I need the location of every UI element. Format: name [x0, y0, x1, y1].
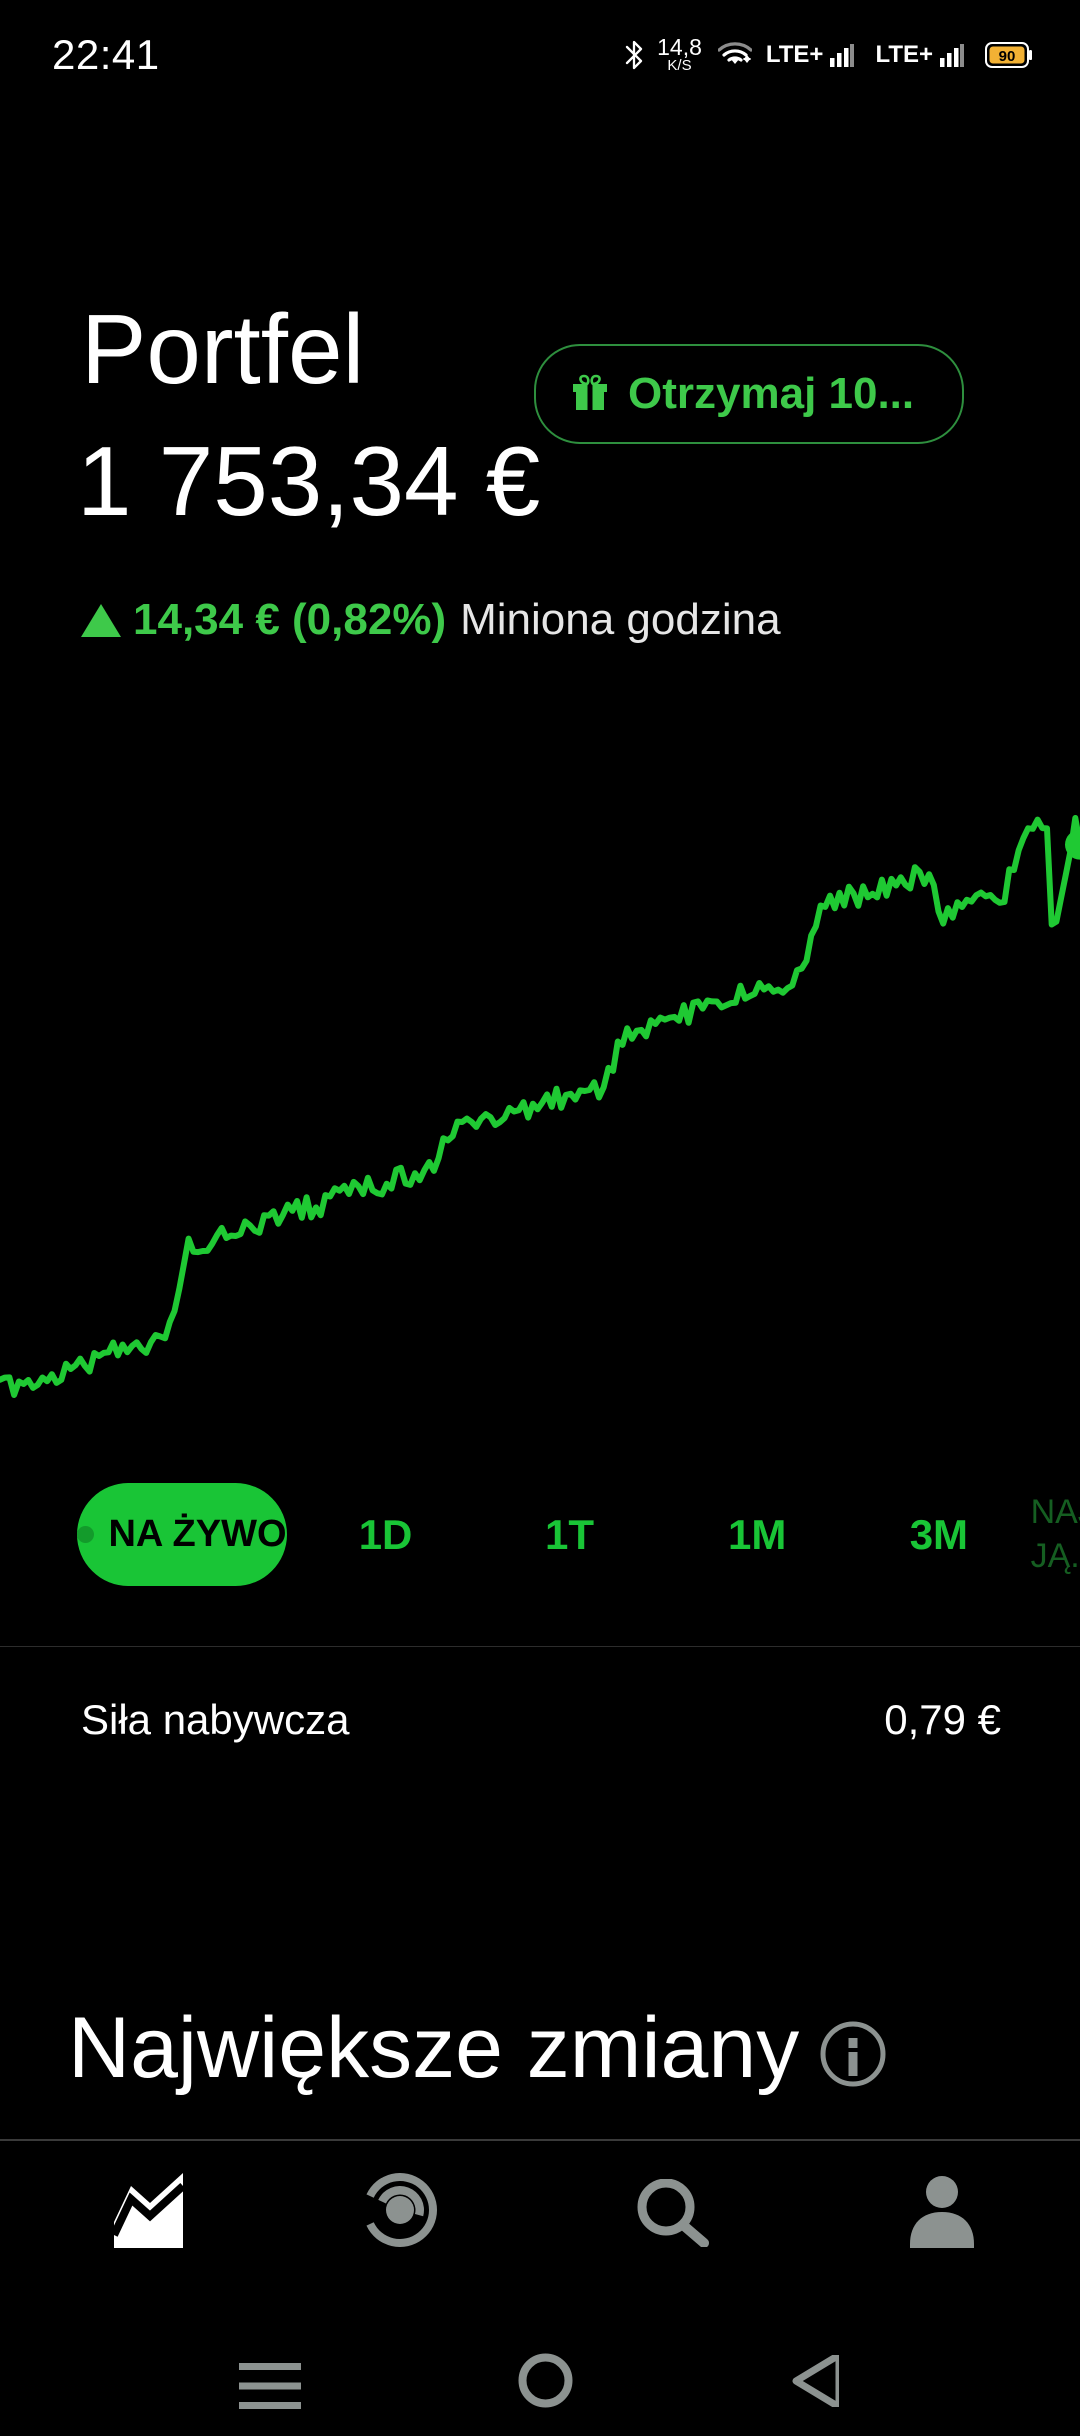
svg-text:90: 90	[999, 48, 1016, 65]
